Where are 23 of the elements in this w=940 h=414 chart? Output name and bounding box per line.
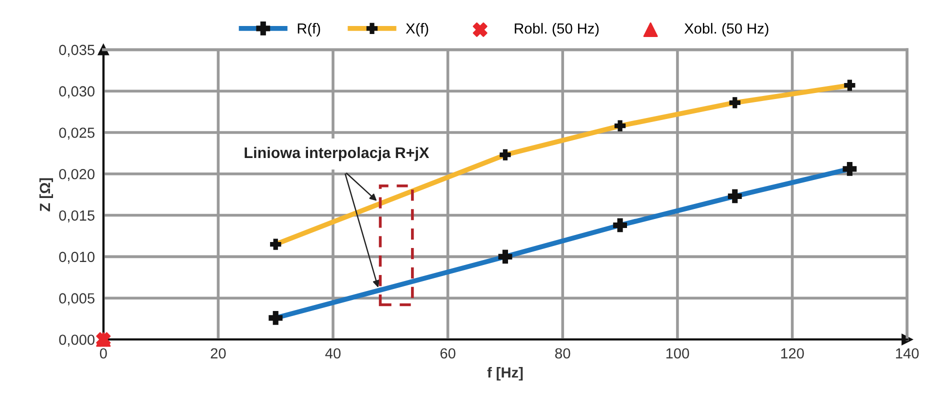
x-tick-label: 100 [666, 348, 690, 359]
y-axis-title: Z [Ω] [39, 178, 54, 212]
y-tick-label: 0,010 [59, 252, 94, 264]
x-tick-label: 140 [896, 348, 919, 359]
x-tick-label: 20 [210, 348, 226, 359]
y-tick-label: 0,000 [59, 334, 94, 347]
x-tick-label: 120 [781, 348, 804, 359]
x-tick-label: 0 [100, 348, 107, 359]
annotation: Liniowa interpolacja R+jX [244, 146, 430, 162]
y-tick-label: 0,020 [59, 168, 94, 182]
legend-label: Robl. (50 Hz) [514, 22, 599, 37]
y-tick-label: 0,030 [59, 86, 94, 98]
y-tick-label: 0,035 [59, 44, 94, 57]
legend-label: R(f) [298, 22, 320, 37]
y-tick-label: 0,015 [59, 210, 94, 222]
y-tick-label: 0,025 [59, 128, 94, 140]
x-tick-label: 40 [325, 348, 341, 359]
legend-label: X(f) [406, 22, 428, 37]
x-axis-title: f [Hz] [487, 366, 523, 381]
x-tick-label: 60 [440, 348, 456, 359]
y-tick-label: 0,005 [59, 293, 94, 306]
x-tick-label: 80 [555, 348, 570, 359]
legend-label: Xobl. (50 Hz) [684, 22, 768, 37]
